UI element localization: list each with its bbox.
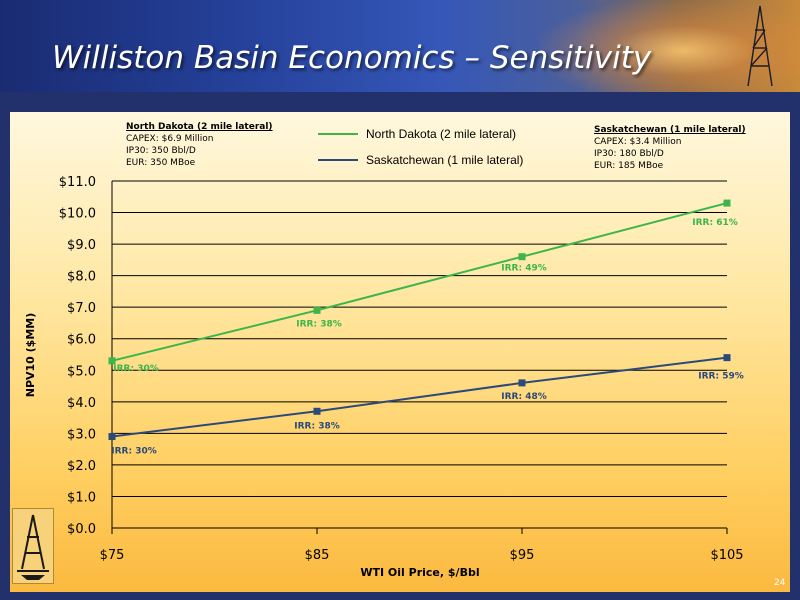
saskatchewan-info-box: Saskatchewan (1 mile lateral) CAPEX: $3.… bbox=[594, 124, 746, 172]
slide-title: Williston Basin Economics – Sensitivity bbox=[52, 40, 652, 76]
x-tick-label-3: $105 bbox=[710, 548, 743, 563]
data-point-saskatchewan-1 bbox=[313, 407, 321, 415]
legend-item-saskatchewan: Saskatchewan (1 mile lateral) bbox=[318, 147, 523, 173]
y-tick-label-0: $0.0 bbox=[67, 522, 96, 537]
data-label-north-dakota-3: IRR: 61% bbox=[692, 218, 737, 228]
y-tick-label-5: $5.0 bbox=[67, 364, 96, 379]
oil-derrick-logo-icon bbox=[12, 508, 54, 584]
y-tick-label-3: $3.0 bbox=[67, 427, 96, 442]
saskatchewan-capex: CAPEX: $3.4 Million bbox=[594, 137, 682, 147]
y-tick-label-11: $11.0 bbox=[59, 175, 96, 190]
x-tick-label-2: $95 bbox=[510, 548, 535, 563]
data-point-north-dakota-1 bbox=[313, 306, 321, 314]
saskatchewan-info-header: Saskatchewan (1 mile lateral) bbox=[594, 125, 746, 135]
data-point-north-dakota-2 bbox=[518, 253, 526, 261]
data-point-saskatchewan-2 bbox=[518, 379, 526, 387]
y-tick-label-2: $2.0 bbox=[67, 459, 96, 474]
page-number: 24 bbox=[774, 578, 786, 588]
data-label-saskatchewan-1: IRR: 38% bbox=[294, 421, 339, 431]
y-tick-label-4: $4.0 bbox=[67, 396, 96, 411]
series-line-north-dakota bbox=[111, 202, 728, 362]
series-lines bbox=[108, 199, 731, 441]
gridlines bbox=[111, 180, 727, 529]
chart-legend: North Dakota (2 mile lateral) Saskatchew… bbox=[318, 121, 523, 173]
title-banner: Williston Basin Economics – Sensitivity bbox=[0, 0, 800, 92]
x-axis-title: WTI Oil Price, $/Bbl bbox=[360, 566, 479, 579]
x-tick-label-1: $85 bbox=[305, 548, 330, 563]
data-label-saskatchewan-2: IRR: 48% bbox=[501, 392, 546, 402]
north-dakota-info-box: North Dakota (2 mile lateral) CAPEX: $6.… bbox=[126, 121, 273, 169]
data-point-north-dakota-3 bbox=[723, 199, 731, 207]
oil-rig-icon bbox=[747, 5, 773, 87]
north-dakota-info-header: North Dakota (2 mile lateral) bbox=[126, 122, 273, 132]
data-point-north-dakota-0 bbox=[108, 357, 116, 365]
x-tick-label-0: $75 bbox=[100, 548, 125, 563]
saskatchewan-ip30: IP30: 180 Bbl/D bbox=[594, 149, 664, 159]
data-label-saskatchewan-3: IRR: 59% bbox=[698, 372, 743, 382]
data-labels: IRR: 30% IRR: 38% IRR: 49% IRR: 61% IRR: 30%… bbox=[111, 218, 743, 456]
y-tick-label-8: $8.0 bbox=[67, 270, 96, 285]
saskatchewan-eur: EUR: 185 MBoe bbox=[594, 161, 664, 171]
y-tick-label-6: $6.0 bbox=[67, 333, 96, 348]
north-dakota-ip30: IP30: 350 Bbl/D bbox=[126, 146, 196, 156]
data-label-north-dakota-2: IRR: 49% bbox=[501, 264, 546, 274]
legend-swatch-saskatchewan bbox=[318, 159, 358, 161]
data-label-north-dakota-1: IRR: 38% bbox=[296, 319, 341, 329]
legend-label-north-dakota: North Dakota (2 mile lateral) bbox=[366, 127, 517, 141]
legend-swatch-north-dakota bbox=[318, 133, 358, 135]
north-dakota-capex: CAPEX: $6.9 Million bbox=[126, 134, 214, 144]
data-label-saskatchewan-0: IRR: 30% bbox=[111, 447, 156, 457]
data-point-saskatchewan-3 bbox=[723, 354, 731, 362]
legend-item-north-dakota: North Dakota (2 mile lateral) bbox=[318, 121, 523, 147]
north-dakota-eur: EUR: 350 MBoe bbox=[126, 158, 196, 168]
legend-label-saskatchewan: Saskatchewan (1 mile lateral) bbox=[366, 153, 524, 167]
y-tick-label-9: $9.0 bbox=[67, 238, 96, 253]
y-tick-label-10: $10.0 bbox=[59, 207, 96, 222]
banner-sunset-glow bbox=[540, 0, 800, 92]
y-tick-label-7: $7.0 bbox=[67, 301, 96, 316]
y-tick-label-1: $1.0 bbox=[67, 490, 96, 505]
y-axis-title: NPV10 ($MM) bbox=[24, 313, 37, 398]
series-line-saskatchewan bbox=[111, 356, 728, 438]
data-point-saskatchewan-0 bbox=[108, 433, 116, 441]
axis-ticks: $0.0 $1.0 $2.0 $3.0 $4.0 $5.0 $6.0 $7.0 $8.0 $9.0… bbox=[59, 175, 744, 563]
chart-background bbox=[10, 112, 790, 592]
data-label-north-dakota-0: IRR: 30% bbox=[113, 364, 158, 374]
